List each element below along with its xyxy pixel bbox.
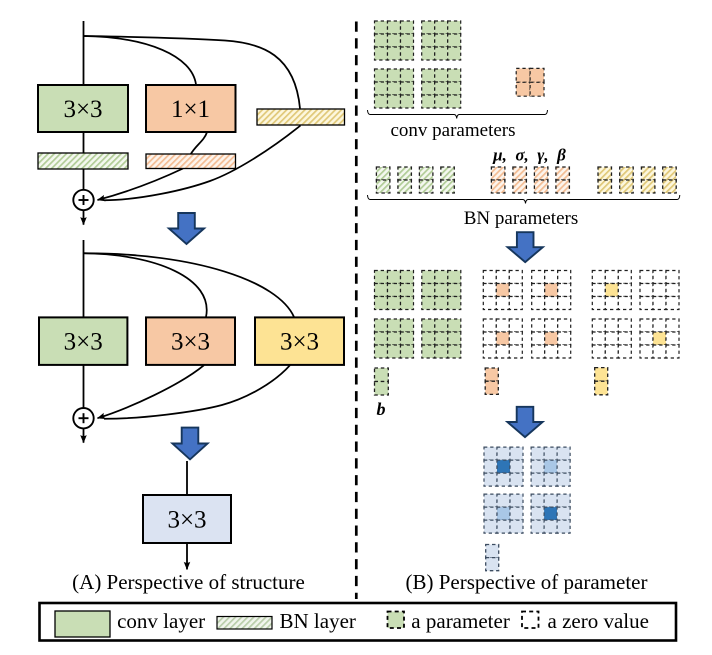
svg-text:a zero value: a zero value — [548, 609, 649, 633]
svg-text:3×3: 3×3 — [63, 96, 102, 123]
svg-text:conv layer: conv layer — [117, 609, 205, 633]
svg-text:(B) Perspective of parameter: (B) Perspective of parameter — [406, 570, 648, 594]
svg-text:3×3: 3×3 — [167, 507, 206, 534]
svg-text:BN layer: BN layer — [280, 609, 356, 633]
svg-text:3×3: 3×3 — [64, 329, 103, 356]
svg-text:BN parameters: BN parameters — [464, 208, 578, 229]
svg-text:b: b — [377, 399, 386, 419]
svg-text:3×3: 3×3 — [280, 329, 319, 356]
svg-text:a parameter: a parameter — [411, 609, 510, 633]
svg-text:μ, σ, γ, β: μ, σ, γ, β — [492, 146, 566, 165]
svg-text:1×1: 1×1 — [171, 96, 210, 123]
svg-text:3×3: 3×3 — [171, 329, 210, 356]
svg-text:(A) Perspective of structure: (A) Perspective of structure — [72, 570, 305, 594]
svg-text:conv parameters: conv parameters — [390, 120, 515, 141]
